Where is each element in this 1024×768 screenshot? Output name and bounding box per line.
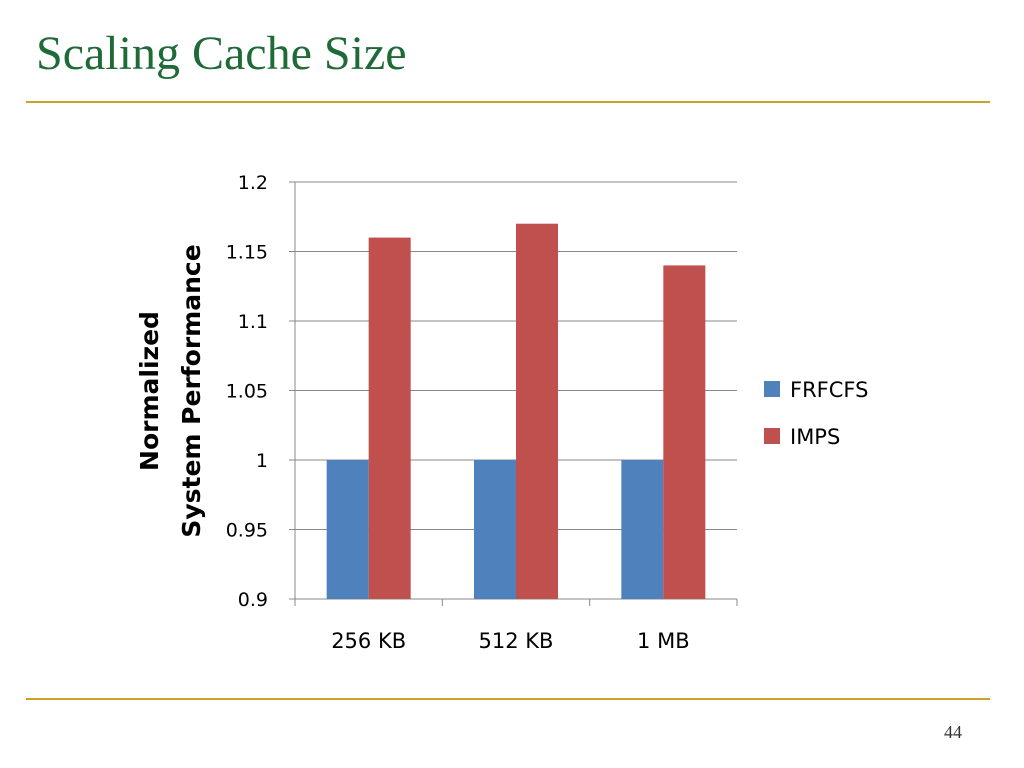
y-tick-label: 1.15 — [226, 242, 268, 264]
y-tick-label: 1.1 — [238, 311, 268, 333]
x-tick-label: 1 MB — [637, 629, 690, 653]
bar-imps-0 — [368, 237, 411, 599]
y-tick-label: 0.9 — [238, 589, 268, 611]
bar-imps-2 — [663, 265, 706, 599]
legend-label-frfcfs: FRFCFS — [790, 378, 868, 402]
legend-swatch-frfcfs — [764, 381, 780, 397]
y-tick-label: 1.05 — [226, 381, 268, 403]
title-divider — [26, 101, 990, 103]
slide-title: Scaling Cache Size — [36, 27, 407, 80]
y-tick-label: 1 — [256, 450, 268, 472]
legend-swatch-imps — [764, 428, 780, 444]
footer-divider — [26, 698, 990, 700]
slide-number: 44 — [944, 722, 962, 742]
legend-label-imps: IMPS — [790, 425, 840, 449]
bar-frfcfs-1 — [474, 460, 516, 599]
x-tick-label: 512 KB — [479, 629, 554, 653]
bar-imps-1 — [516, 223, 558, 599]
y-tick-label: 1.2 — [238, 172, 268, 194]
bar-frfcfs-0 — [326, 460, 369, 599]
bar-frfcfs-2 — [621, 460, 664, 599]
x-tick-label: 256 KB — [331, 629, 406, 653]
y-axis-label: Normalized System Performance — [135, 244, 206, 537]
y-tick-label: 0.95 — [226, 520, 268, 542]
